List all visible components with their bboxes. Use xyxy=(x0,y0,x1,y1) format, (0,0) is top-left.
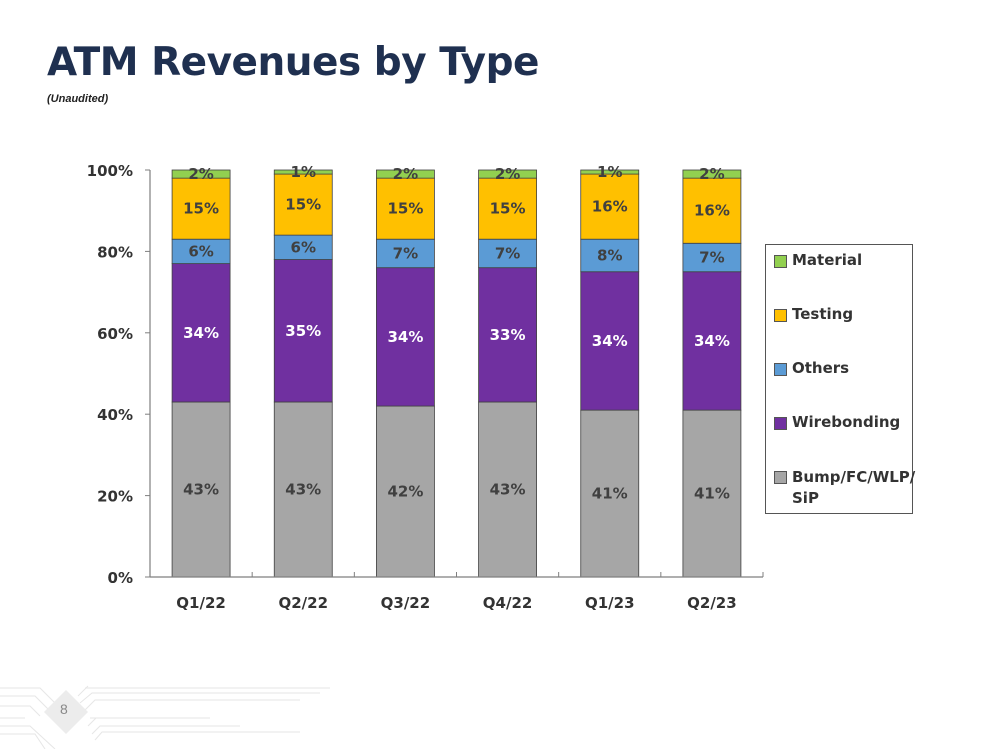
bar-segment-others-Q1-22 xyxy=(171,238,231,265)
bar-segment-testing-Q2-22 xyxy=(273,173,333,236)
legend-item-testing: Testing xyxy=(774,305,853,323)
legend-item-material: Material xyxy=(774,251,862,269)
bar-segment-bump-fc-wlp-sip-Q1-22 xyxy=(171,401,231,578)
legend-label: Others xyxy=(792,359,850,377)
bar-segment-material-Q4-22 xyxy=(478,169,537,179)
data-label: 43% xyxy=(490,480,526,498)
bars-group xyxy=(171,169,742,578)
legend-label: Material xyxy=(792,251,863,269)
bar-segment-others-Q1-23 xyxy=(580,238,640,273)
y-tick-label: 20% xyxy=(97,488,133,506)
bar-segment-others-Q2-22 xyxy=(273,234,333,260)
data-label: 34% xyxy=(592,332,628,350)
legend-label: Bump/FC/WLP/ SiP xyxy=(792,468,916,507)
chart-legend: Material Testing Others Wirebonding Bump… xyxy=(765,244,916,514)
data-label: 7% xyxy=(699,249,724,267)
data-label: 35% xyxy=(285,322,321,340)
data-label: 2% xyxy=(393,165,418,183)
bar-segment-testing-Q3-22 xyxy=(376,177,435,240)
data-label: 2% xyxy=(699,165,724,183)
bar-segment-bump-fc-wlp-sip-Q4-22 xyxy=(478,401,537,578)
bar-segment-testing-Q1-23 xyxy=(580,173,640,240)
axes-group: Q1/22 Q2/22 Q3/22 Q4/22 Q1/23 Q2/23 0% 20% 40% 60… xyxy=(87,162,764,612)
bar-segment-bump-fc-wlp-sip-Q2-23 xyxy=(682,409,742,578)
y-tick-label: 60% xyxy=(97,325,133,343)
data-label: 7% xyxy=(495,244,520,262)
circuit-decoration xyxy=(0,685,330,749)
bar-segment-material-Q1-23 xyxy=(580,169,640,175)
data-label: 33% xyxy=(490,326,526,344)
y-tick-label: 0% xyxy=(108,569,133,587)
bar-segment-wirebonding-Q1-22 xyxy=(171,263,231,403)
bar-segment-wirebonding-Q2-22 xyxy=(273,259,333,403)
x-tick-label: Q3/22 xyxy=(381,594,431,612)
page-number: 8 xyxy=(60,701,68,717)
data-label: 16% xyxy=(592,198,628,216)
bar-segment-material-Q3-22 xyxy=(376,169,435,179)
legend-swatch-material xyxy=(774,255,787,268)
data-label: 43% xyxy=(285,480,321,498)
legend-swatch-others xyxy=(774,363,787,376)
data-label: 7% xyxy=(393,244,418,262)
bar-segment-wirebonding-Q4-22 xyxy=(478,267,537,403)
data-label: 6% xyxy=(188,242,213,260)
x-tick-label: Q2/23 xyxy=(687,594,737,612)
bar-segment-material-Q2-22 xyxy=(273,169,333,175)
data-label: 42% xyxy=(387,483,423,501)
legend-label: Wirebonding xyxy=(792,413,901,431)
bar-segment-bump-fc-wlp-sip-Q2-22 xyxy=(273,401,333,578)
legend-item-others: Others xyxy=(774,359,849,377)
bar-segment-testing-Q1-22 xyxy=(171,177,231,240)
bar-segment-testing-Q2-23 xyxy=(682,177,742,244)
x-tick-label: Q2/22 xyxy=(278,594,328,612)
bar-segment-wirebonding-Q2-23 xyxy=(682,271,742,411)
data-label: 34% xyxy=(183,324,219,342)
data-label: 34% xyxy=(387,328,423,346)
data-label: 1% xyxy=(597,163,622,181)
data-label: 16% xyxy=(694,202,730,220)
x-tick-label: Q1/23 xyxy=(585,594,635,612)
data-label: 15% xyxy=(490,200,526,218)
data-label: 2% xyxy=(495,165,520,183)
data-label: 1% xyxy=(291,163,316,181)
x-tick-label: Q4/22 xyxy=(483,594,533,612)
bar-segment-bump-fc-wlp-sip-Q1-23 xyxy=(580,409,640,578)
legend-item-wirebonding: Wirebonding xyxy=(774,413,900,431)
data-label: 15% xyxy=(387,200,423,218)
bar-segment-others-Q3-22 xyxy=(376,238,435,269)
page-title: ATM Revenues by Type xyxy=(47,40,539,85)
data-label: 6% xyxy=(291,238,316,256)
data-label: 8% xyxy=(597,246,622,264)
legend-swatch-testing xyxy=(774,309,787,322)
bar-segment-wirebonding-Q1-23 xyxy=(580,271,640,411)
bar-segment-material-Q1-22 xyxy=(171,169,231,179)
y-tick-label: 40% xyxy=(97,406,133,424)
data-labels-group: 43% 34% 6% 15% 2% 43% 35% 6% 15% 1% 42% 34% 7% 15% 2% 4… xyxy=(183,163,730,503)
bar-segment-testing-Q4-22 xyxy=(478,177,537,240)
page-subtitle: (Unaudited) xyxy=(47,93,109,105)
legend-item-bump: Bump/FC/WLP/ SiP xyxy=(774,467,916,509)
y-tick-label: 100% xyxy=(87,162,133,180)
bar-segment-others-Q4-22 xyxy=(478,238,537,269)
bar-segment-wirebonding-Q3-22 xyxy=(376,267,435,407)
data-label: 41% xyxy=(694,485,730,503)
y-tick-label: 80% xyxy=(97,243,133,261)
legend-swatch-wirebonding xyxy=(774,417,787,430)
data-label: 15% xyxy=(285,196,321,214)
bar-segment-others-Q2-23 xyxy=(682,242,742,273)
data-label: 43% xyxy=(183,480,219,498)
data-label: 2% xyxy=(188,165,213,183)
legend-label: Testing xyxy=(792,305,854,323)
bar-segment-material-Q2-23 xyxy=(682,169,742,179)
data-label: 34% xyxy=(694,332,730,350)
page-number-diamond xyxy=(44,690,88,734)
legend-swatch-bump xyxy=(774,471,787,484)
x-tick-label: Q1/22 xyxy=(176,594,226,612)
data-label: 15% xyxy=(183,200,219,218)
data-label: 41% xyxy=(592,485,628,503)
